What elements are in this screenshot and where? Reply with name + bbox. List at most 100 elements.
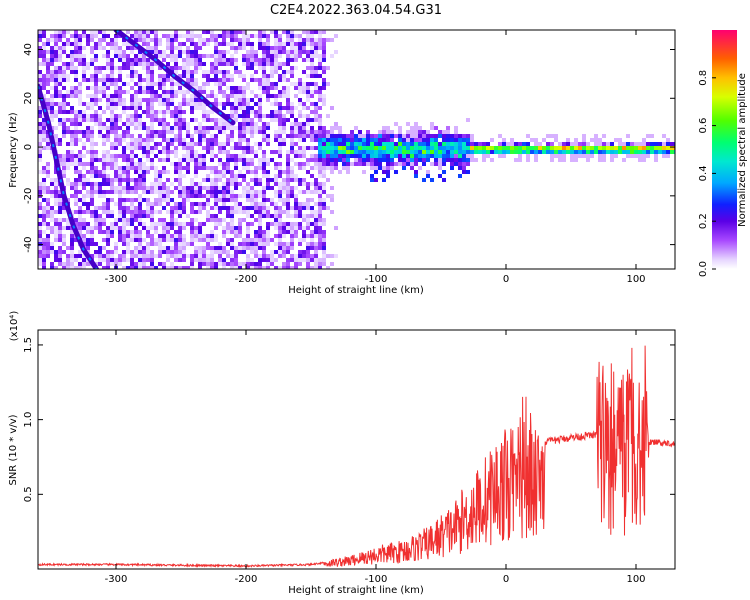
spectrogram-cell bbox=[54, 66, 58, 70]
spectrogram-cell bbox=[50, 118, 54, 122]
spectrogram-cell bbox=[110, 74, 114, 78]
spectrogram-cell bbox=[498, 150, 502, 154]
spectrogram-cell bbox=[150, 50, 154, 54]
spectrogram-cell bbox=[306, 206, 310, 210]
spectrogram-cell bbox=[306, 54, 310, 58]
spectrogram-cell bbox=[322, 254, 326, 258]
spectrogram-cell bbox=[242, 78, 246, 82]
spectrogram-cell bbox=[130, 190, 134, 194]
spectrogram-cell bbox=[62, 106, 66, 110]
spectrogram-cell bbox=[222, 186, 226, 190]
spectrogram-cell bbox=[450, 154, 454, 158]
spectrogram-cell bbox=[318, 186, 322, 190]
spectrogram-cell bbox=[230, 78, 234, 82]
spectrogram-cell bbox=[174, 238, 178, 242]
spectrogram-cell bbox=[38, 190, 42, 194]
spectrogram-cell bbox=[142, 150, 146, 154]
colorbar-tick-label: 0.8 bbox=[698, 70, 709, 86]
spectrogram-cell bbox=[274, 58, 278, 62]
spectrogram-cell bbox=[78, 218, 82, 222]
spectrogram-cell bbox=[230, 138, 234, 142]
spectrogram-cell bbox=[182, 254, 186, 258]
spectrogram-cell bbox=[230, 194, 234, 198]
spectrogram-cell bbox=[310, 30, 314, 34]
spectrogram-cell bbox=[178, 166, 182, 170]
spectrogram-cell bbox=[506, 146, 510, 150]
spectrogram-cell bbox=[102, 94, 106, 98]
spectrogram-cell bbox=[254, 142, 258, 146]
spectrogram-cell bbox=[138, 142, 142, 146]
spectrogram-cell bbox=[306, 82, 310, 86]
spectrogram-cell bbox=[470, 154, 474, 158]
spectrogram-cell bbox=[150, 146, 154, 150]
spectrogram-cell bbox=[58, 254, 62, 258]
spectrogram-cell bbox=[234, 194, 238, 198]
spectrogram-cell bbox=[454, 150, 458, 154]
spectrogram-cell bbox=[206, 74, 210, 78]
spectrogram-cell bbox=[310, 198, 314, 202]
spectrogram-cell bbox=[90, 34, 94, 38]
spectrogram-cell bbox=[298, 190, 302, 194]
spectrogram-cell bbox=[94, 242, 98, 246]
spectrogram-cell bbox=[442, 130, 446, 134]
spectrogram-cell bbox=[58, 138, 62, 142]
spectrogram-cell bbox=[174, 154, 178, 158]
spectrogram-cell bbox=[86, 246, 90, 250]
spectrogram-cell bbox=[182, 70, 186, 74]
spectrogram-cell bbox=[102, 126, 106, 130]
spectrogram-cell bbox=[178, 222, 182, 226]
spectrogram-cell bbox=[94, 214, 98, 218]
spectrogram-cell bbox=[194, 142, 198, 146]
spectrogram-cell bbox=[270, 30, 274, 34]
spectrogram-cell bbox=[46, 162, 50, 166]
spectrogram-cell bbox=[54, 142, 58, 146]
spectrogram-cell bbox=[226, 226, 230, 230]
spectrogram-cell bbox=[114, 94, 118, 98]
spectrogram-cell bbox=[106, 130, 110, 134]
spectrogram-cell bbox=[306, 218, 310, 222]
spectrogram-cell bbox=[250, 206, 254, 210]
spectrogram-cell bbox=[134, 38, 138, 42]
spectrogram-cell bbox=[54, 58, 58, 62]
spectrogram-cell bbox=[74, 138, 78, 142]
spectrogram-cell bbox=[166, 254, 170, 258]
spectrogram-cell bbox=[398, 126, 402, 130]
spectrogram-cell bbox=[238, 222, 242, 226]
spectrogram-cell bbox=[230, 54, 234, 58]
spectrogram-cell bbox=[310, 258, 314, 262]
spectrogram-cell bbox=[530, 138, 534, 142]
spectrogram-cell bbox=[378, 142, 382, 146]
spectrogram-cell bbox=[350, 162, 354, 166]
spectrogram-cell bbox=[166, 146, 170, 150]
spectrogram-cell bbox=[94, 74, 98, 78]
spectrogram-cell bbox=[114, 186, 118, 190]
spectrogram-cell bbox=[178, 142, 182, 146]
spectrogram-cell bbox=[82, 210, 86, 214]
spectrogram-cell bbox=[134, 154, 138, 158]
spectrogram-cell bbox=[210, 78, 214, 82]
spectrogram-cell bbox=[166, 186, 170, 190]
spectrogram-cell bbox=[322, 38, 326, 42]
spectrogram-cell bbox=[274, 182, 278, 186]
spectrogram-cell bbox=[270, 46, 274, 50]
spectrogram-cell bbox=[338, 158, 342, 162]
spectrogram-cell bbox=[262, 58, 266, 62]
spectrogram-cell bbox=[158, 42, 162, 46]
spectrogram-cell bbox=[90, 114, 94, 118]
spectrogram-cell bbox=[126, 162, 130, 166]
spectrogram-cell bbox=[210, 30, 214, 34]
spectrogram-cell bbox=[230, 242, 234, 246]
spectrogram-cell bbox=[282, 186, 286, 190]
spectrogram-cell bbox=[98, 42, 102, 46]
spectrogram-cell bbox=[258, 202, 262, 206]
spectrogram-cell bbox=[218, 54, 222, 58]
spectrogram-cell bbox=[90, 94, 94, 98]
spectrogram-cell bbox=[218, 254, 222, 258]
spectrogram-cell bbox=[274, 98, 278, 102]
spectrogram-cell bbox=[170, 138, 174, 142]
spectrogram-cell bbox=[450, 150, 454, 154]
spectrogram-cell bbox=[226, 122, 230, 126]
spectrogram-cell bbox=[38, 154, 42, 158]
spectrogram-cell bbox=[650, 146, 654, 150]
spectrogram-cell bbox=[174, 222, 178, 226]
